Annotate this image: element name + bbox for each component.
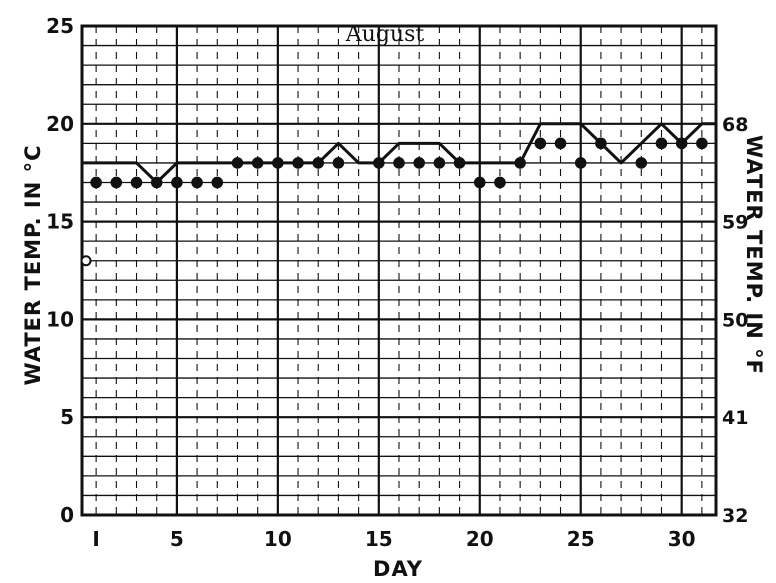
data-point (393, 157, 405, 169)
data-point (373, 157, 385, 169)
data-point (696, 137, 708, 150)
right-y-tick-label: 41 (722, 407, 748, 429)
grid-lines (82, 24, 716, 517)
data-point (150, 176, 163, 189)
x-tick-label: 30 (668, 527, 696, 551)
right-y-tick-label: 68 (722, 114, 748, 136)
series-line-0 (82, 122, 716, 184)
data-point (251, 157, 264, 169)
open-data-point (80, 255, 92, 267)
data-point (110, 176, 123, 189)
data-point (433, 157, 446, 169)
left-y-tick-label: 15 (46, 210, 74, 234)
data-point (332, 157, 345, 169)
right-y-axis-label: WATER TEMP. IN °F (742, 135, 766, 375)
left-y-tick-label: 5 (60, 405, 74, 429)
data-point (554, 137, 567, 150)
data-point (90, 176, 102, 189)
x-tick-label: 25 (567, 527, 595, 551)
x-tick-label: I (92, 527, 99, 551)
x-tick-label: 15 (365, 527, 393, 551)
data-point (473, 176, 486, 189)
x-axis-label: DAY (373, 557, 423, 581)
data-point (595, 137, 607, 150)
data-point (675, 137, 688, 150)
data-point (635, 157, 648, 169)
right-y-tick-label: 32 (722, 505, 748, 527)
data-point (191, 176, 203, 189)
chart-title: August (345, 22, 425, 47)
left-y-tick-label: 10 (46, 307, 74, 331)
data-point (292, 157, 304, 169)
left-y-tick-label: 25 (46, 14, 74, 38)
data-point (312, 157, 325, 169)
data-point (655, 137, 668, 150)
x-tick-label: 5 (170, 527, 184, 551)
left-y-tick-labels: 0 5 10 15 20 25 (46, 14, 74, 527)
right-y-tick-labels: 32 41 50 59 68 (722, 114, 748, 527)
series-layer (80, 122, 716, 267)
plot-frame (80, 24, 718, 517)
data-point (574, 157, 587, 169)
left-y-tick-label: 20 (46, 112, 74, 136)
data-point (211, 176, 224, 189)
right-y-tick-label: 59 (722, 212, 748, 234)
data-point (453, 157, 466, 169)
data-point (231, 157, 244, 169)
data-point (413, 157, 425, 169)
left-y-tick-label: 0 (60, 503, 74, 527)
data-point (514, 157, 526, 169)
data-point (272, 157, 284, 169)
data-point (171, 176, 183, 189)
left-y-axis-label: WATER TEMP. IN °C (21, 145, 45, 386)
right-y-tick-label: 50 (722, 309, 748, 331)
data-point (494, 176, 506, 189)
x-tick-label: 20 (466, 527, 494, 551)
x-tick-labels: I 5 10 15 20 25 30 (92, 527, 695, 551)
x-tick-label: 10 (264, 527, 292, 551)
data-point (130, 176, 143, 189)
data-point (534, 137, 547, 150)
